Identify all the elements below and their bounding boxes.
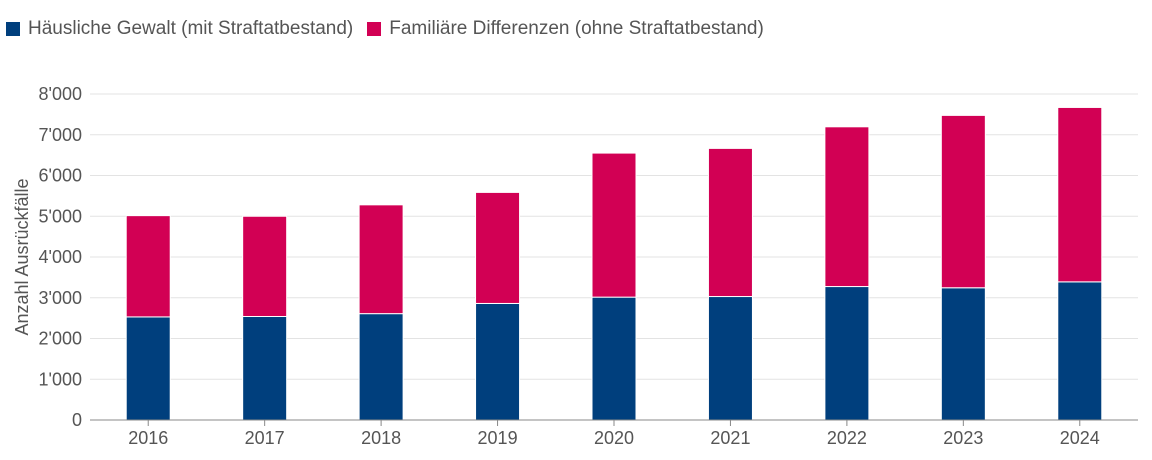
bar-segment-haeusliche-gewalt[interactable]: [940, 287, 986, 421]
bar-segment-haeusliche-gewalt[interactable]: [824, 286, 870, 421]
x-tick-label: 2017: [245, 428, 285, 448]
legend-item-familiaere-differenzen[interactable]: Familiäre Differenzen (ohne Straftatbest…: [367, 18, 764, 40]
bar-segment-haeusliche-gewalt[interactable]: [1057, 281, 1103, 421]
y-tick-label: 4'000: [39, 247, 82, 267]
bar-segment-haeusliche-gewalt[interactable]: [242, 315, 288, 421]
bar-segment-familiaere-differenzen[interactable]: [242, 215, 288, 317]
bar-segment-familiaere-differenzen[interactable]: [707, 147, 753, 298]
bar-segment-haeusliche-gewalt[interactable]: [475, 302, 521, 421]
y-tick-label: 2'000: [39, 329, 82, 349]
y-tick-label: 8'000: [39, 84, 82, 104]
y-tick-label: 7'000: [39, 125, 82, 145]
y-tick-label: 3'000: [39, 288, 82, 308]
x-tick-label: 2020: [594, 428, 634, 448]
y-tick-label: 6'000: [39, 166, 82, 186]
bar-segment-familiaere-differenzen[interactable]: [1057, 106, 1103, 283]
y-tick-label: 5'000: [39, 206, 82, 226]
y-axis-label: Anzahl Ausrückfälle: [12, 178, 32, 335]
bar-segment-familiaere-differenzen[interactable]: [475, 191, 521, 304]
x-tick-label: 2022: [827, 428, 867, 448]
legend-label: Häusliche Gewalt (mit Straftatbestand): [28, 18, 354, 39]
x-tick-label: 2021: [710, 428, 750, 448]
legend-swatch: [367, 22, 382, 36]
legend-swatch: [6, 22, 20, 36]
bar-segment-haeusliche-gewalt[interactable]: [358, 313, 404, 421]
y-tick-label: 1'000: [39, 369, 82, 389]
legend: Häusliche Gewalt (mit Straftatbestand) F…: [6, 18, 764, 40]
bar-segment-haeusliche-gewalt[interactable]: [591, 296, 637, 421]
bar-segment-familiaere-differenzen[interactable]: [358, 204, 404, 315]
x-tick-label: 2016: [128, 428, 168, 448]
x-tick-label: 2018: [361, 428, 401, 448]
x-tick-label: 2023: [943, 428, 983, 448]
bar-segment-haeusliche-gewalt[interactable]: [707, 296, 753, 421]
bar-segment-familiaere-differenzen[interactable]: [125, 215, 171, 318]
bar-segment-familiaere-differenzen[interactable]: [591, 152, 637, 298]
bar-segment-familiaere-differenzen[interactable]: [940, 114, 986, 289]
legend-label: Familiäre Differenzen (ohne Straftatbest…: [389, 18, 764, 39]
x-tick-label: 2019: [478, 428, 518, 448]
x-tick-label: 2024: [1060, 428, 1100, 448]
legend-item-haeusliche-gewalt[interactable]: Häusliche Gewalt (mit Straftatbestand): [6, 18, 353, 40]
y-tick-label: 0: [72, 410, 82, 430]
bar-segment-haeusliche-gewalt[interactable]: [125, 316, 171, 421]
bar-segment-familiaere-differenzen[interactable]: [824, 126, 870, 288]
